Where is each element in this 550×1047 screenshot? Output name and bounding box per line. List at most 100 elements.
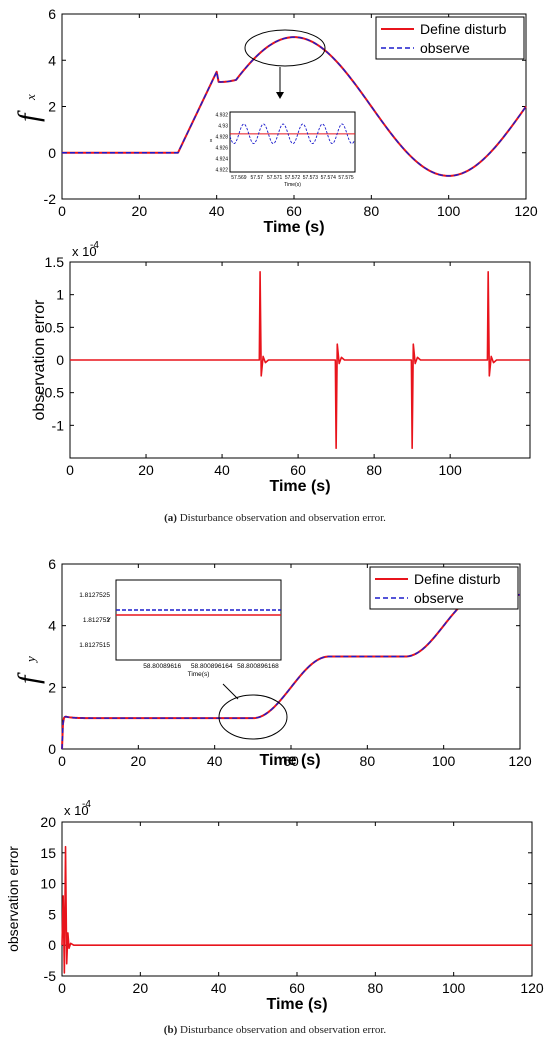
ex-xtick-label: 0 xyxy=(66,462,74,478)
fx-ytick-label: 0 xyxy=(48,145,56,161)
fx-xtick-label: 0 xyxy=(58,203,66,219)
ex-ytick-label: 0 xyxy=(56,352,64,368)
fy-inset-ylabel: Y xyxy=(107,617,112,624)
fx-inset-xtick-label: 57.575 xyxy=(338,175,354,181)
fy-xlabel: Time (s) xyxy=(259,752,320,769)
fx-xtick-label: 80 xyxy=(364,203,380,219)
ex-exponent: x 10 xyxy=(72,244,97,259)
ey-xtick-label: 60 xyxy=(289,980,305,996)
fy-xtick-label: 100 xyxy=(432,753,456,769)
fx-xlabel: Time (s) xyxy=(263,219,324,236)
fx-inset-ylabel: x xyxy=(210,138,213,144)
ey-xtick-label: 40 xyxy=(211,980,227,996)
fx-inset-observed xyxy=(229,123,355,144)
fx-ylabel-sub: x xyxy=(23,94,38,101)
fy-ytick-label: 6 xyxy=(48,556,56,572)
caption-a-text: Disturbance observation and observation … xyxy=(179,512,386,524)
fy-inset-xlabel: Time(s) xyxy=(188,671,210,678)
ex-xtick-label: 40 xyxy=(214,462,230,478)
fx-zoom-ellipse xyxy=(244,29,326,67)
legend-box xyxy=(369,566,519,610)
fx-ytick-label: 2 xyxy=(48,99,56,115)
fx-inset-xtick-label: 57.57 xyxy=(251,175,264,181)
fy-inset-bg xyxy=(114,578,283,662)
ex-ylabel: observation error xyxy=(31,299,48,421)
fx-ytick-label: 4 xyxy=(48,52,56,68)
fx-inset-ytick-label: 4.922 xyxy=(215,167,228,173)
fx-xtick-label: 100 xyxy=(437,203,461,219)
ex-exponent-power: -4 xyxy=(90,240,99,251)
legend-label-observed: observe xyxy=(420,40,470,56)
fx-inset-ytick-label: 4.93 xyxy=(218,124,228,130)
ex-ytick-label: -1 xyxy=(52,417,65,433)
fx-inset-xtick-label: 57.574 xyxy=(321,175,337,181)
ey-xlabel: Time (s) xyxy=(266,996,327,1013)
fy-inset-xtick-label: 58.800896168 xyxy=(237,663,279,670)
fx-inset: 57.569 57.57 57.571 57.572 57.573 57.574 57.57… xyxy=(205,110,362,192)
fx-legend: Define disturb observe xyxy=(375,16,525,60)
ex-ytick-label: 0.5 xyxy=(45,319,65,335)
fy-ytick-label: 2 xyxy=(48,679,56,695)
fy-xtick-label: 0 xyxy=(58,753,66,769)
ey-ylabel: observation error xyxy=(5,846,21,952)
fx-ytick-label: -2 xyxy=(44,191,57,207)
ey-exponent: x 10 xyxy=(64,803,89,818)
ey-ytick-label: 15 xyxy=(40,845,56,861)
fy-inset-ytick-label: 1.8127525 xyxy=(79,592,110,599)
fx-inset-xtick-label: 57.569 xyxy=(231,175,247,181)
fy-ytick-label: 0 xyxy=(48,741,56,757)
ey-ytick-label: 20 xyxy=(40,814,56,830)
ex-xlabel: Time (s) xyxy=(269,478,330,495)
caption-b-text: Disturbance observation and observation … xyxy=(180,1024,387,1036)
ex-ytick-label: 1 xyxy=(56,287,64,303)
ey-axes xyxy=(61,821,533,977)
legend-label-defined: Define disturb xyxy=(420,21,507,37)
fy-xtick-label: 20 xyxy=(131,753,147,769)
ey-xtick-label: 120 xyxy=(520,980,544,996)
ey-series-error xyxy=(61,845,532,974)
fy-xtick-label: 60 xyxy=(283,753,299,769)
fx-inset-ytick-label: 4.926 xyxy=(215,145,228,151)
caption-b-tag: (b) xyxy=(163,1024,178,1036)
legend-label-defined: Define disturb xyxy=(414,571,501,587)
ex-xtick-label: 20 xyxy=(138,462,154,478)
ex-xtick-label: 100 xyxy=(438,462,462,478)
ey-exponent-power: -4 xyxy=(82,799,91,810)
fx-inset-ytick-label: 4.928 xyxy=(215,135,228,141)
fy-zoom-ellipse xyxy=(218,694,288,740)
ex-xtick-label: 80 xyxy=(366,462,382,478)
legend-box xyxy=(375,16,525,60)
fx-inset-axes xyxy=(229,111,356,173)
ey-xtick-label: 100 xyxy=(442,980,466,996)
ey-ytick-label: 0 xyxy=(48,937,56,953)
fx-inset-xtick-label: 57.572 xyxy=(285,175,301,181)
fx-xtick-label: 40 xyxy=(209,203,225,219)
fx-xtick-label: 120 xyxy=(514,203,538,219)
chart-fy: 0 20 40 60 80 100 120 0 2 4 6 Time (s) fy Define dist… xyxy=(12,556,532,769)
caption-b: (b) Disturbance observation and observat… xyxy=(0,1024,550,1036)
ey-ytick-label: 10 xyxy=(40,876,56,892)
fy-xtick-label: 40 xyxy=(207,753,223,769)
fy-inset: 58.80089616 58.800896164 58.800896168 1.812… xyxy=(79,578,283,678)
fy-ytick-label: 4 xyxy=(48,618,56,634)
ey-xtick-label: 0 xyxy=(58,980,66,996)
chart-ex: 0 20 40 60 80 100 1.5 1 0.5 0 -0.5 -1 Time (s) observ… xyxy=(31,240,531,495)
fy-zoom-pointer xyxy=(222,683,239,700)
caption-a-tag: (a) xyxy=(164,512,177,524)
fy-inset-ytick-label: 1.812752 xyxy=(83,617,110,624)
ex-xtick-label: 60 xyxy=(290,462,306,478)
ey-ytick-label: -5 xyxy=(44,968,57,984)
fx-zoom-arrowhead xyxy=(276,92,284,99)
fx-xtick-label: 60 xyxy=(286,203,302,219)
fy-inset-axes xyxy=(115,579,282,661)
fx-inset-ytick-label: 4.924 xyxy=(215,156,228,162)
fx-inset-ytick-label: 4.932 xyxy=(215,113,228,119)
legend-label-observed: observe xyxy=(414,590,464,606)
fy-xtick-label: 120 xyxy=(508,753,532,769)
ex-series-error xyxy=(70,270,530,450)
fx-inset-xtick-label: 57.571 xyxy=(267,175,283,181)
fx-series-observed xyxy=(62,36,527,177)
